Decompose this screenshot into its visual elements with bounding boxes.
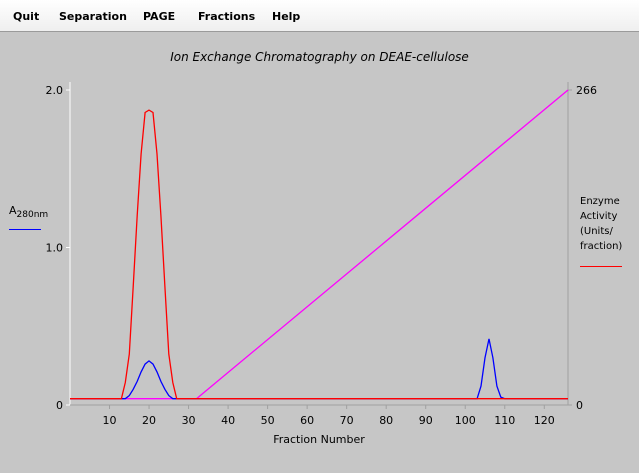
right-axis-legend-line (580, 266, 622, 267)
x-axis-label: Fraction Number (273, 433, 365, 446)
right-y-tick-label: 266 (576, 84, 597, 97)
x-tick-label: 120 (534, 414, 555, 427)
series-line-ff0000 (70, 109, 568, 400)
y-ticks: 0 1.0 2.0 0 266 (46, 84, 598, 412)
x-tick-label: 70 (340, 414, 354, 427)
x-tick-label: 100 (455, 414, 476, 427)
series-layer (70, 89, 569, 400)
series-line-0000ff (70, 338, 568, 400)
x-ticks: 10 20 30 40 50 60 70 80 90 100 110 120 (103, 405, 555, 427)
menu-quit[interactable]: Quit (13, 10, 40, 23)
x-tick-label: 80 (379, 414, 393, 427)
x-tick-label: 50 (261, 414, 275, 427)
x-tick-label: 90 (419, 414, 433, 427)
chart-title: Ion Exchange Chromatography on DEAE-cell… (170, 50, 469, 64)
left-y-tick-label: 0 (56, 399, 63, 412)
left-y-tick-label: 1.0 (46, 242, 64, 255)
right-axis-label-line-4: fraction) (580, 241, 623, 252)
left-axis-label: A280nm (9, 204, 48, 220)
right-y-tick-label: 0 (576, 399, 583, 412)
left-axis-label-main: A (9, 204, 17, 217)
left-axis-label-sub: 280nm (16, 210, 49, 221)
x-tick-label: 20 (142, 414, 156, 427)
x-tick-label: 40 (221, 414, 235, 427)
x-tick-label: 110 (494, 414, 515, 427)
left-axis-legend-line (9, 229, 41, 230)
menu-fractions[interactable]: Fractions (198, 10, 256, 23)
right-axis-label-line-1: Enzyme (580, 196, 620, 207)
menu-help[interactable]: Help (272, 10, 301, 23)
left-y-tick-label: 2.0 (46, 84, 64, 97)
right-axis-label-line-2: Activity (580, 211, 618, 222)
series-line-ff00ff (70, 89, 569, 400)
plot-axes (69, 82, 569, 406)
x-tick-label: 10 (103, 414, 117, 427)
menu-page[interactable]: PAGE (143, 10, 176, 23)
x-tick-label: 60 (300, 414, 314, 427)
x-tick-label: 30 (182, 414, 196, 427)
menu-bar: Quit Separation PAGE Fractions Help (0, 0, 639, 32)
right-axis-label-line-3: (Units/ (580, 226, 613, 237)
menu-separation[interactable]: Separation (59, 10, 127, 23)
